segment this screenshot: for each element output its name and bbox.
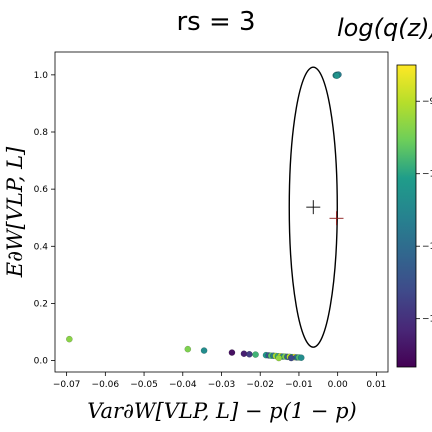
- colorbar-tick-label: −1: [422, 242, 432, 252]
- scatter-point: [200, 347, 208, 354]
- scatter-point: [287, 354, 295, 362]
- colorbar-ticks: −9 −1 −1 −1: [416, 97, 432, 325]
- x-tick-label: −0.01: [285, 380, 313, 390]
- x-tick-label: −0.02: [246, 380, 274, 390]
- y-tick-label: 0.0: [34, 357, 49, 367]
- y-tick-label: 0.6: [34, 185, 49, 195]
- colorbar-tick-label: −1: [422, 170, 432, 180]
- y-axis-ticks: 0.0 0.2 0.4 0.6 0.8 1.0: [34, 71, 55, 367]
- scatter-point: [240, 350, 248, 358]
- colorbar-tick-label: −1: [422, 315, 432, 325]
- scatter-point: [297, 354, 305, 362]
- y-tick-label: 0.8: [34, 128, 49, 138]
- scatter-point: [228, 349, 236, 356]
- scatter-point: [184, 345, 192, 353]
- x-tick-label: −0.07: [53, 380, 81, 390]
- scatter-point: [66, 335, 73, 343]
- scatter-point: [333, 72, 341, 80]
- y-tick-label: 1.0: [34, 71, 49, 81]
- scatter-points: [66, 71, 342, 362]
- scatter-point: [275, 354, 283, 362]
- colorbar-gradient: [396, 64, 417, 368]
- plot-frame: [54, 51, 389, 373]
- x-tick-label: −0.03: [208, 380, 236, 390]
- confidence-ellipse: [288, 66, 338, 348]
- y-tick-label: 0.4: [34, 242, 49, 252]
- x-tick-label: −0.05: [130, 380, 158, 390]
- x-tick-label: −0.06: [92, 380, 120, 390]
- colorbar-tick-label: −9: [422, 97, 432, 107]
- y-tick-label: 0.2: [34, 299, 48, 309]
- x-tick-label: −0.04: [169, 380, 197, 390]
- colorbar: −9 −1 −1 −1: [396, 64, 432, 368]
- y-axis-label: E∂W[VLP, L]: [3, 146, 27, 278]
- x-axis-label: Var∂W[VLP, L] − p(1 − p): [87, 399, 356, 423]
- x-tick-label: 0.00: [328, 380, 348, 390]
- plot-area: −0.07 −0.06 −0.05 −0.04 −0.03 −0.02 −0.01 0.00 0…: [34, 51, 389, 390]
- center-markers: [306, 200, 344, 226]
- chart-title: rs = 3: [176, 7, 255, 37]
- scatter-point: [252, 351, 259, 358]
- colorbar-title: log(q(z)): [337, 14, 432, 42]
- scatter-point: [246, 350, 253, 358]
- x-axis-ticks: −0.07 −0.06 −0.05 −0.04 −0.03 −0.02 −0.01 0.00 0…: [53, 372, 386, 390]
- ellipse: [288, 66, 338, 348]
- x-tick-label: 0.01: [366, 380, 386, 390]
